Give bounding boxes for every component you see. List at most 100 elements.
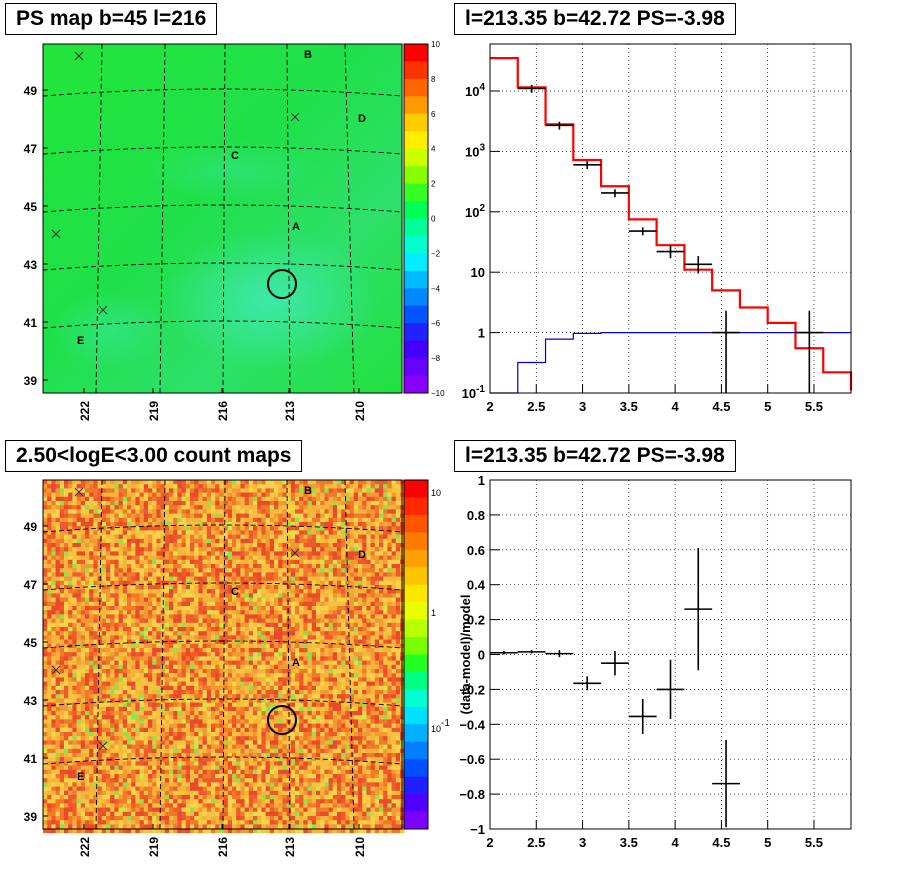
x-tick-label: 3 — [579, 835, 586, 850]
y-tick-label: −0.4 — [459, 717, 485, 732]
longitude-line — [159, 43, 166, 394]
residual-point — [628, 698, 657, 734]
residual-point — [545, 650, 574, 658]
data-point — [601, 189, 629, 198]
source-label-d: D — [358, 549, 366, 561]
longitude-line — [344, 43, 355, 394]
y-tick-label: 47 — [24, 142, 38, 156]
source-marker — [74, 51, 84, 61]
y-tick-label: −0.8 — [459, 787, 485, 802]
x-tick-label: 210 — [353, 837, 367, 857]
y-tick-label: 0 — [478, 648, 485, 663]
colorbar — [403, 43, 429, 394]
x-tick-label: 4.5 — [712, 399, 730, 414]
residual-point — [684, 548, 713, 671]
y-tick-label: 43 — [24, 258, 38, 272]
source-marker — [51, 229, 61, 239]
colorbar-tick-label: 10-1 — [431, 718, 450, 734]
source-marker — [98, 305, 108, 315]
longitude-line — [95, 479, 103, 830]
y-tick-label: 10-1 — [462, 384, 486, 401]
y-tick-label: 103 — [465, 142, 485, 159]
colorbar-tick-label: 4 — [431, 145, 436, 154]
colorbar-tick-label: −10 — [431, 389, 445, 398]
y-tick-label: −1 — [470, 822, 485, 837]
residual-point — [601, 651, 629, 676]
x-tick-label: 216 — [216, 401, 230, 421]
y-tick-label: 39 — [24, 374, 38, 388]
y-tick-label: 104 — [465, 82, 485, 99]
source-label-a: A — [292, 221, 300, 233]
colorbar-tick-label: 10 — [431, 488, 441, 498]
colorbar-tick-label: 10 — [431, 40, 440, 49]
x-tick-label: 213 — [283, 401, 297, 421]
data-point — [517, 84, 546, 93]
y-tick-label: 0.8 — [467, 508, 485, 523]
source-label-e: E — [77, 335, 84, 347]
y-tick-label: 102 — [465, 203, 485, 220]
longitude-line — [222, 479, 226, 830]
colorbar-tick-label: 6 — [431, 110, 436, 119]
latitude-line — [42, 262, 403, 271]
x-tick-label: 5.5 — [805, 835, 823, 850]
y-tick-label: 39 — [24, 810, 38, 824]
data-point — [795, 310, 824, 393]
data-point — [656, 245, 685, 259]
count-map-title: 2.50<logE<3.00 count maps — [5, 440, 303, 472]
latitude-line — [42, 204, 403, 213]
y-tick-label: 43 — [24, 694, 38, 708]
y-tick-label: 41 — [24, 752, 38, 766]
colorbar-tick-label: 0 — [431, 215, 436, 224]
residual-point — [517, 650, 546, 654]
latitude-line — [42, 524, 403, 533]
y-tick-label: 1 — [478, 326, 485, 341]
spectrum-title: l=213.35 b=42.72 PS=-3.98 — [454, 3, 736, 35]
y-tick-label: 49 — [24, 520, 38, 534]
data-point — [628, 227, 657, 236]
x-tick-label: 219 — [147, 401, 161, 421]
y-tick-label: 41 — [24, 316, 38, 330]
latitude-line — [42, 640, 403, 649]
colorbar-tick-label: 2 — [431, 180, 436, 189]
colorbar-tick-label: −6 — [431, 319, 441, 328]
longitude-line — [286, 479, 291, 830]
x-tick-label: 219 — [147, 837, 161, 857]
map-coordinate-grid — [42, 43, 403, 394]
source-label-e: E — [77, 771, 84, 783]
y-tick-label: 0.6 — [467, 543, 485, 558]
source-circle — [267, 705, 297, 735]
y-tick-label: 47 — [24, 578, 38, 592]
x-tick-label: 2 — [486, 399, 493, 414]
source-marker — [98, 741, 108, 751]
data-point — [545, 121, 574, 130]
x-tick-label: 2.5 — [527, 399, 545, 414]
y-tick-label: 49 — [24, 84, 38, 98]
x-tick-label: 4 — [672, 399, 680, 414]
y-tick-label: 10 — [471, 265, 485, 280]
residual-point — [573, 676, 602, 691]
residual-point — [490, 651, 518, 655]
x-tick-label: 5.5 — [805, 399, 823, 414]
source-marker — [290, 112, 300, 122]
x-tick-label: 2.5 — [527, 835, 545, 850]
x-tick-label: 2 — [486, 835, 493, 850]
longitude-line — [95, 43, 103, 394]
residual-point — [712, 740, 740, 828]
data-point — [712, 310, 740, 393]
source-marker — [290, 548, 300, 558]
colorbar — [403, 479, 429, 830]
source-label-d: D — [358, 113, 366, 125]
source-label-b: B — [304, 485, 312, 497]
ps-map-title: PS map b=45 l=216 — [5, 3, 218, 35]
colorbar-tick-label: −2 — [431, 249, 441, 258]
data-point — [684, 256, 713, 274]
source-marker — [74, 487, 84, 497]
colorbar-tick-label: −8 — [431, 354, 441, 363]
source-circle — [267, 269, 297, 299]
x-tick-label: 3.5 — [620, 835, 638, 850]
residuals-ylabel: (data-model)/model — [458, 595, 473, 715]
longitude-line — [222, 43, 226, 394]
y-tick-label: 0.4 — [467, 578, 486, 593]
longitude-line — [286, 43, 291, 394]
x-tick-label: 4 — [672, 835, 680, 850]
